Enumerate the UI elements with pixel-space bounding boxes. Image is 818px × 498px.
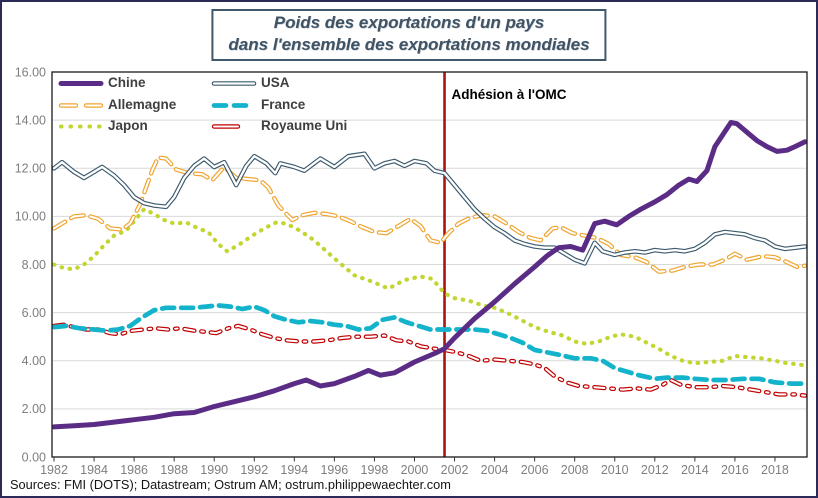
legend-swatch-line <box>211 81 257 87</box>
legend-item-royaume-uni: Royaume Uni <box>211 118 347 133</box>
legend-label-japon: Japon <box>108 118 148 134</box>
series-line-usa <box>51 151 808 266</box>
y-tick-label-0: 0.00 <box>22 450 46 464</box>
chart-legend: Chine USA Allemagne France Japon Royaume… <box>58 72 347 137</box>
x-tick-label-2014: 2014 <box>681 463 709 477</box>
legend-item-usa: USA <box>211 75 347 90</box>
series-line-france <box>51 303 808 386</box>
chart-title-box: Poids des exportations d'un pays dans l'… <box>211 9 607 61</box>
legend-label-royaume-uni: Royaume Uni <box>261 118 348 134</box>
x-tick-label-1984: 1984 <box>80 463 108 477</box>
legend-label-usa: USA <box>261 75 290 91</box>
legend-item-japon: Japon <box>58 118 211 133</box>
x-tick-label-2016: 2016 <box>721 463 749 477</box>
legend-label-allemagne: Allemagne <box>108 96 177 112</box>
series-line-allemagne <box>51 155 808 274</box>
x-tick-label-2008: 2008 <box>561 463 589 477</box>
x-tick-label-1990: 1990 <box>200 463 228 477</box>
legend-swatch-line <box>58 124 104 129</box>
series-line-japon <box>51 207 808 368</box>
x-tick-label-2002: 2002 <box>441 463 469 477</box>
x-tick-label-1982: 1982 <box>40 463 68 477</box>
x-tick-label-2000: 2000 <box>401 463 429 477</box>
legend-swatch-usa <box>211 77 257 88</box>
y-tick-label-4: 4.00 <box>22 354 46 368</box>
legend-swatch-royaume-uni <box>211 120 257 131</box>
series-line-core-usa <box>52 152 807 265</box>
series-line-royaume-uni <box>51 322 808 398</box>
x-tick-label-1986: 1986 <box>120 463 148 477</box>
x-tick-label-2006: 2006 <box>521 463 549 477</box>
series-line-chine <box>51 120 808 430</box>
chart-title-line1: Poids des exportations d'un pays <box>273 13 545 32</box>
x-tick-label-2018: 2018 <box>761 463 789 477</box>
legend-item-france: France <box>211 97 347 112</box>
legend-item-allemagne: Allemagne <box>58 97 211 112</box>
y-tick-label-16: 16.00 <box>15 65 46 79</box>
legend-swatch-line <box>211 124 257 129</box>
source-credit-text: Sources: FMI (DOTS); Datastream; Ostrum … <box>10 477 451 492</box>
y-tick-label-8: 8.00 <box>22 258 46 272</box>
y-tick-label-6: 6.00 <box>22 306 46 320</box>
y-tick-label-2: 2.00 <box>22 402 46 416</box>
x-tick-label-1996: 1996 <box>320 463 348 477</box>
legend-item-chine: Chine <box>58 75 211 90</box>
legend-swatch-line <box>58 81 104 87</box>
wto-accession-annotation: Adhésion à l'OMC <box>451 87 567 102</box>
chart-title-line2: dans l'ensemble des exportations mondial… <box>228 34 590 54</box>
legend-swatch-france <box>211 99 257 110</box>
x-tick-label-2010: 2010 <box>601 463 629 477</box>
legend-swatch-japon <box>58 120 104 131</box>
legend-swatch-chine <box>58 77 104 88</box>
x-tick-label-1992: 1992 <box>240 463 268 477</box>
y-tick-label-10: 10.00 <box>15 210 46 224</box>
legend-swatch-line <box>58 103 104 108</box>
x-tick-label-1988: 1988 <box>160 463 188 477</box>
legend-swatch-line <box>211 102 257 108</box>
series-line-core-allemagne <box>53 156 806 273</box>
y-tick-label-12: 12.00 <box>15 162 46 176</box>
legend-label-chine: Chine <box>108 75 146 91</box>
y-tick-label-14: 14.00 <box>15 113 46 127</box>
legend-swatch-allemagne <box>58 99 104 110</box>
x-tick-label-2012: 2012 <box>641 463 669 477</box>
x-tick-label-1994: 1994 <box>280 463 308 477</box>
series-line-core-royaume-uni <box>53 323 806 397</box>
x-tick-label-2004: 2004 <box>481 463 509 477</box>
x-tick-label-1998: 1998 <box>361 463 389 477</box>
legend-label-france: France <box>261 96 306 112</box>
plot-border <box>51 71 808 458</box>
